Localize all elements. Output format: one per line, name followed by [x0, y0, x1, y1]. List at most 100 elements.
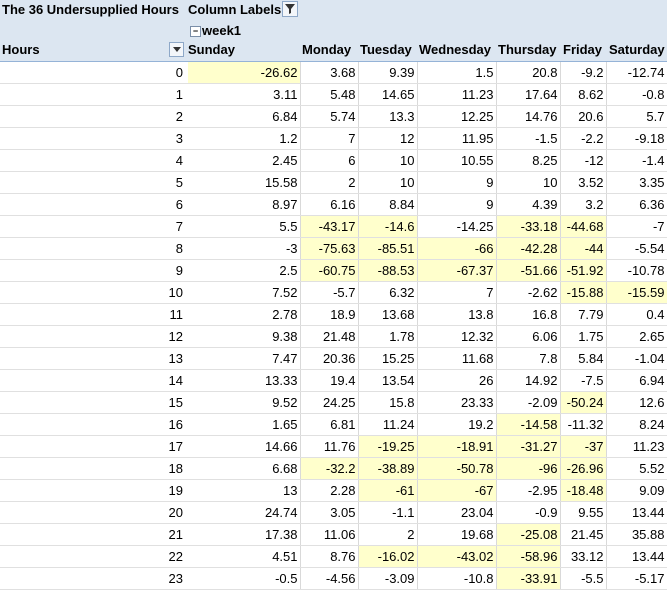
value-cell[interactable]: -0.9 [496, 501, 561, 524]
value-cell[interactable]: 3.11 [188, 83, 301, 106]
hour-label[interactable]: 17 [0, 435, 188, 458]
value-cell[interactable]: 1.65 [188, 413, 301, 436]
hour-label[interactable]: 2 [0, 105, 188, 128]
value-cell[interactable]: 8.84 [358, 193, 418, 216]
value-cell[interactable]: -2.95 [496, 479, 561, 502]
value-cell[interactable]: -9.18 [606, 127, 667, 150]
value-cell[interactable]: -43.02 [417, 545, 497, 568]
value-cell[interactable]: 13.54 [358, 369, 418, 392]
hour-label[interactable]: 20 [0, 501, 188, 524]
hour-label[interactable]: 10 [0, 281, 188, 304]
value-cell[interactable]: 9 [417, 171, 497, 194]
value-cell[interactable]: 2.5 [188, 259, 301, 282]
value-cell[interactable]: -66 [417, 237, 497, 260]
value-cell[interactable]: 26 [417, 369, 497, 392]
value-cell[interactable]: 14.65 [358, 83, 418, 106]
value-cell[interactable]: 13.8 [417, 303, 497, 326]
value-cell[interactable]: 7.79 [560, 303, 607, 326]
value-cell[interactable]: 8.97 [188, 193, 301, 216]
value-cell[interactable]: -11.32 [560, 413, 607, 436]
value-cell[interactable]: 23.33 [417, 391, 497, 414]
value-cell[interactable]: -51.92 [560, 259, 607, 282]
value-cell[interactable]: -15.88 [560, 281, 607, 304]
value-cell[interactable]: 5.48 [300, 83, 359, 106]
value-cell[interactable]: -88.53 [358, 259, 418, 282]
value-cell[interactable]: -26.62 [188, 62, 301, 84]
value-cell[interactable]: 8.76 [300, 545, 359, 568]
value-cell[interactable]: 6.32 [358, 281, 418, 304]
hour-label[interactable]: 19 [0, 479, 188, 502]
value-cell[interactable]: 9.38 [188, 325, 301, 348]
value-cell[interactable]: -61 [358, 479, 418, 502]
value-cell[interactable]: 6.36 [606, 193, 667, 216]
value-cell[interactable]: 7.52 [188, 281, 301, 304]
value-cell[interactable]: -14.25 [417, 215, 497, 238]
value-cell[interactable]: 19.4 [300, 369, 359, 392]
value-cell[interactable]: -2.09 [496, 391, 561, 414]
value-cell[interactable]: 10 [358, 149, 418, 172]
value-cell[interactable]: -32.2 [300, 457, 359, 480]
value-cell[interactable]: 17.38 [188, 523, 301, 546]
value-cell[interactable]: 5.74 [300, 105, 359, 128]
value-cell[interactable]: -50.78 [417, 457, 497, 480]
value-cell[interactable]: 3.35 [606, 171, 667, 194]
value-cell[interactable]: -33.91 [496, 567, 561, 590]
value-cell[interactable]: -33.18 [496, 215, 561, 238]
value-cell[interactable]: -3 [188, 237, 301, 260]
value-cell[interactable]: 4.39 [496, 193, 561, 216]
value-cell[interactable]: 16.8 [496, 303, 561, 326]
value-cell[interactable]: 33.12 [560, 545, 607, 568]
value-cell[interactable]: 3.52 [560, 171, 607, 194]
value-cell[interactable]: -1.4 [606, 149, 667, 172]
value-cell[interactable]: 6.16 [300, 193, 359, 216]
value-cell[interactable]: 11.76 [300, 435, 359, 458]
hour-label[interactable]: 15 [0, 391, 188, 414]
value-cell[interactable]: -38.89 [358, 457, 418, 480]
value-cell[interactable]: -0.8 [606, 83, 667, 106]
value-cell[interactable]: -37 [560, 435, 607, 458]
value-cell[interactable]: 1.2 [188, 127, 301, 150]
hour-label[interactable]: 21 [0, 523, 188, 546]
value-cell[interactable]: 9 [417, 193, 497, 216]
value-cell[interactable]: -12 [560, 149, 607, 172]
value-cell[interactable]: 23.04 [417, 501, 497, 524]
value-cell[interactable]: -9.2 [560, 62, 607, 84]
value-cell[interactable]: -15.59 [606, 281, 667, 304]
value-cell[interactable]: -12.74 [606, 62, 667, 84]
value-cell[interactable]: -14.58 [496, 413, 561, 436]
value-cell[interactable]: 10.55 [417, 149, 497, 172]
value-cell[interactable]: 18.9 [300, 303, 359, 326]
value-cell[interactable]: -43.17 [300, 215, 359, 238]
value-cell[interactable]: -10.78 [606, 259, 667, 282]
value-cell[interactable]: -5.7 [300, 281, 359, 304]
value-cell[interactable]: 5.7 [606, 105, 667, 128]
value-cell[interactable]: -3.09 [358, 567, 418, 590]
value-cell[interactable]: 13.44 [606, 545, 667, 568]
value-cell[interactable]: 3.68 [300, 62, 359, 84]
value-cell[interactable]: -10.8 [417, 567, 497, 590]
value-cell[interactable]: 9.09 [606, 479, 667, 502]
value-cell[interactable]: 2.28 [300, 479, 359, 502]
value-cell[interactable]: 14.76 [496, 105, 561, 128]
hour-label[interactable]: 23 [0, 567, 188, 590]
value-cell[interactable]: 10 [496, 171, 561, 194]
value-cell[interactable]: 24.74 [188, 501, 301, 524]
value-cell[interactable]: -7 [606, 215, 667, 238]
value-cell[interactable]: 15.25 [358, 347, 418, 370]
hour-label[interactable]: 7 [0, 215, 188, 238]
collapse-minus-icon[interactable]: − [190, 26, 201, 37]
value-cell[interactable]: 11.06 [300, 523, 359, 546]
hour-label[interactable]: 11 [0, 303, 188, 326]
value-cell[interactable]: 12 [358, 127, 418, 150]
value-cell[interactable]: 7 [417, 281, 497, 304]
value-cell[interactable]: 13 [188, 479, 301, 502]
value-cell[interactable]: -16.02 [358, 545, 418, 568]
value-cell[interactable]: -5.17 [606, 567, 667, 590]
value-cell[interactable]: 11.68 [417, 347, 497, 370]
value-cell[interactable]: 10 [358, 171, 418, 194]
value-cell[interactable]: -50.24 [560, 391, 607, 414]
value-cell[interactable]: 21.45 [560, 523, 607, 546]
value-cell[interactable]: -44.68 [560, 215, 607, 238]
hour-label[interactable]: 8 [0, 237, 188, 260]
hour-label[interactable]: 22 [0, 545, 188, 568]
